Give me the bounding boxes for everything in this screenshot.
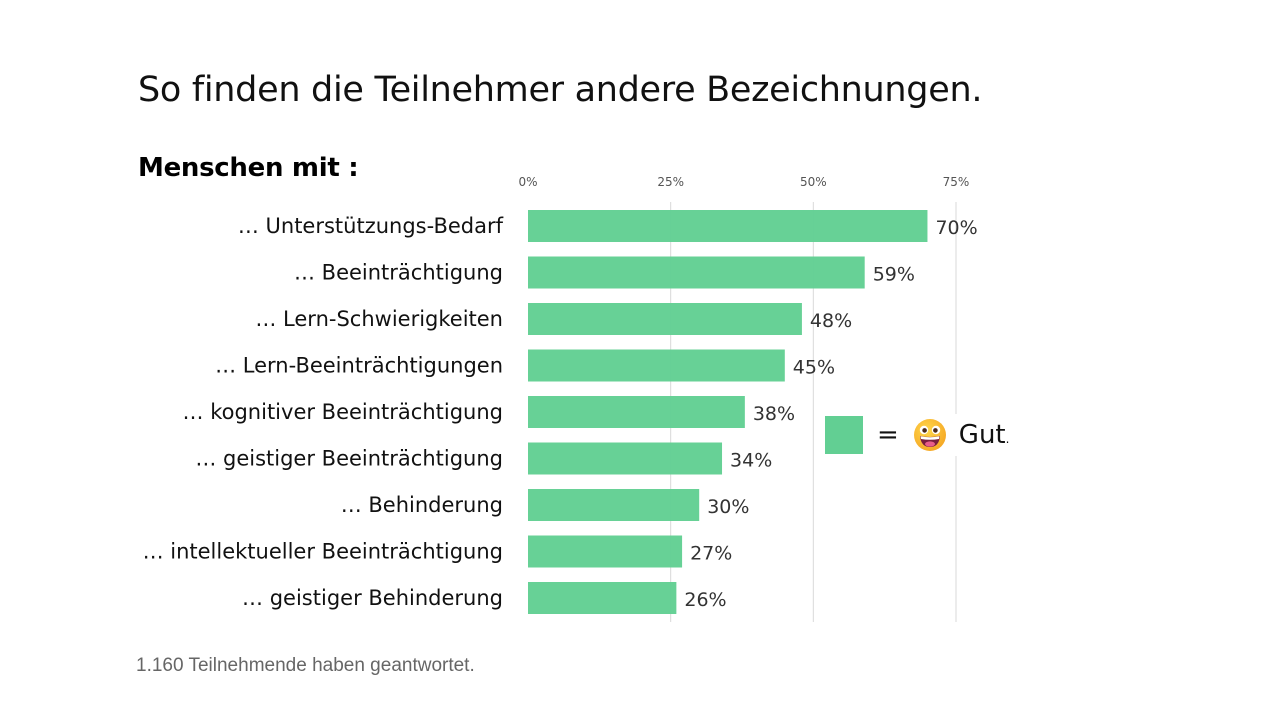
bar bbox=[528, 349, 785, 382]
x-tick-label: 25% bbox=[657, 175, 684, 189]
bar bbox=[528, 489, 700, 521]
category-labels: … Unterstützungs-Bedarf … Beeinträchtigun… bbox=[143, 214, 504, 610]
legend: = Gut . bbox=[825, 414, 1016, 456]
x-axis-ticks: 0% 25% 50% 75% bbox=[518, 175, 969, 189]
x-tick-label: 75% bbox=[943, 175, 970, 189]
chart-subtitle: Menschen mit : bbox=[138, 153, 359, 183]
value-label: 26% bbox=[684, 589, 726, 611]
category-label: … intellektueller Beeinträchtigung bbox=[143, 540, 503, 564]
legend-swatch bbox=[825, 416, 863, 454]
category-label: … Unterstützungs-Bedarf bbox=[238, 214, 504, 238]
category-label: … geistiger Behinderung bbox=[242, 586, 503, 610]
category-label: … Lern-Beeinträchtigungen bbox=[215, 354, 503, 378]
bars bbox=[528, 210, 928, 614]
value-label: 59% bbox=[873, 264, 915, 286]
x-tick-label: 0% bbox=[518, 175, 537, 189]
bar bbox=[528, 396, 745, 428]
bar bbox=[528, 582, 677, 614]
footer-note: 1.160 Teilnehmende haben geantwortet. bbox=[136, 655, 475, 676]
category-label: … Lern-Schwierigkeiten bbox=[255, 307, 503, 331]
bar bbox=[528, 535, 683, 568]
legend-dot: . bbox=[1005, 432, 1010, 446]
category-label: … geistiger Beeinträchtigung bbox=[195, 447, 503, 471]
bar bbox=[528, 303, 802, 335]
legend-equals: = bbox=[877, 420, 899, 450]
category-label: … Beeinträchtigung bbox=[294, 261, 503, 285]
value-labels: 70% 59% 48% 45% 38% 34% 30% 27% 26% bbox=[684, 217, 977, 611]
legend-label: Gut bbox=[958, 420, 1006, 450]
value-label: 70% bbox=[935, 217, 977, 239]
value-label: 34% bbox=[730, 450, 772, 472]
bar bbox=[528, 210, 928, 242]
x-tick-label: 50% bbox=[800, 175, 827, 189]
grinning-face-emoji-icon bbox=[913, 418, 947, 452]
category-label: … kognitiver Beeinträchtigung bbox=[183, 400, 503, 424]
bar bbox=[528, 442, 723, 475]
chart-title: So finden die Teilnehmer andere Bezeichn… bbox=[138, 70, 983, 110]
category-label: … Behinderung bbox=[341, 493, 503, 517]
value-label: 48% bbox=[810, 310, 852, 332]
value-label: 38% bbox=[753, 403, 795, 425]
bar bbox=[528, 256, 865, 289]
value-label: 45% bbox=[793, 357, 835, 379]
value-label: 30% bbox=[707, 496, 749, 518]
value-label: 27% bbox=[690, 543, 732, 565]
